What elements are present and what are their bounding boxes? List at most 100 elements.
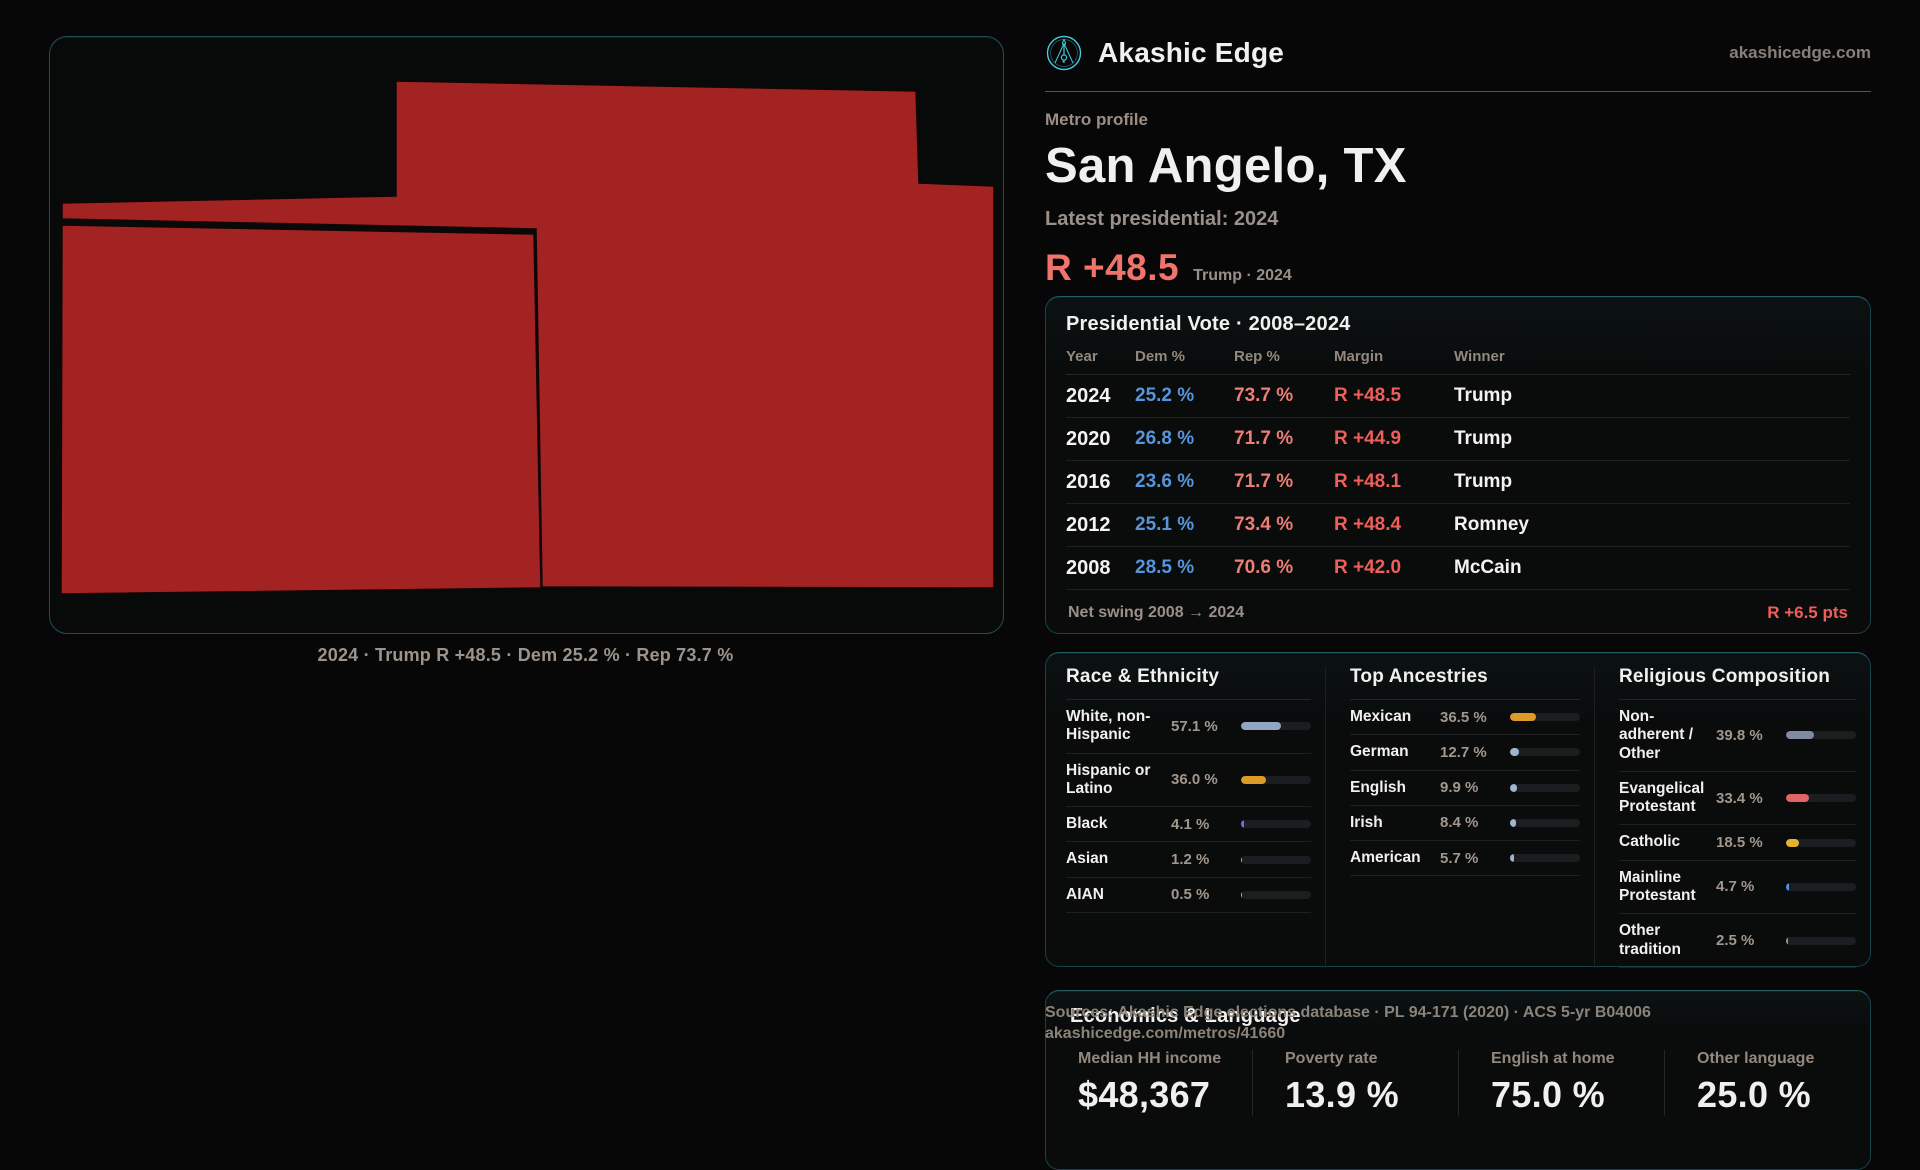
col-rep: Rep % xyxy=(1234,348,1280,365)
stat-bar xyxy=(1786,838,1856,847)
margin-cell: R +48.5 xyxy=(1334,385,1402,406)
winner-cell: McCain xyxy=(1454,557,1522,578)
col-margin: Margin xyxy=(1334,348,1384,365)
stat-bar xyxy=(1786,731,1856,740)
stat-value: 4.1 % xyxy=(1171,815,1210,833)
map-caption: 2024 · Trump R +48.5 · Dem 25.2 % · Rep … xyxy=(317,645,734,665)
stat-value: $48,367 xyxy=(1078,1074,1211,1115)
list-item: Catholic 18.5 % xyxy=(1619,825,1856,861)
list-item: Black 4.1 % xyxy=(1066,807,1311,843)
page-title: San Angelo, TX xyxy=(1045,139,1407,193)
stat-bar xyxy=(1241,775,1311,784)
metro-profile-page: { "brand": { "name": "Akashic Edge", "do… xyxy=(49,30,1871,1170)
list-item: German 12.7 % xyxy=(1350,735,1580,771)
economics-stats-row: Median HH income $48,367 Poverty rate 13… xyxy=(1046,1050,1870,1116)
rep-cell: 73.4 % xyxy=(1234,514,1294,535)
margin-cell: R +42.0 xyxy=(1334,557,1402,578)
net-swing-row: Net swing 2008 → 2024 R +6.5 pts xyxy=(1066,590,1850,623)
brand-row: Akashic Edge akashicedge.com xyxy=(1045,30,1871,75)
winner-cell: Trump xyxy=(1454,385,1513,406)
stat-label: White, non-Hispanic xyxy=(1066,708,1151,744)
margin-cell: R +44.9 xyxy=(1334,428,1402,449)
year-cell: 2008 xyxy=(1066,556,1111,579)
stat-value: 36.0 % xyxy=(1171,771,1218,789)
list-item: AIAN 0.5 % xyxy=(1066,878,1311,913)
section-divider xyxy=(1066,699,1311,700)
year-cell: 2016 xyxy=(1066,470,1111,493)
stat-label: American xyxy=(1350,849,1421,867)
dem-cell: 28.5 % xyxy=(1135,557,1195,578)
stat-value: 4.7 % xyxy=(1716,878,1755,896)
top-ancestries-section: Top Ancestries Mexican 36.5 % German 12.… xyxy=(1325,666,1594,968)
stat-cell: Poverty rate 13.9 % xyxy=(1252,1050,1458,1116)
religious-composition-section: Religious Composition Non-adherent / Oth… xyxy=(1594,666,1870,968)
stat-label: Black xyxy=(1066,815,1108,833)
stat-label: Poverty rate xyxy=(1285,1050,1378,1067)
winner-cell: Romney xyxy=(1454,514,1529,535)
stat-value: 9.9 % xyxy=(1440,779,1479,797)
list-item: Irish 8.4 % xyxy=(1350,806,1580,842)
stat-value: 1.2 % xyxy=(1171,851,1210,869)
stat-value: 13.9 % xyxy=(1285,1074,1399,1115)
stat-value: 36.5 % xyxy=(1440,708,1487,726)
section-title: Race & Ethnicity xyxy=(1066,666,1220,687)
year-cell: 2024 xyxy=(1066,384,1111,407)
dem-cell: 26.8 % xyxy=(1135,428,1195,449)
list-item: Mainline Protestant 4.7 % xyxy=(1619,861,1856,915)
stat-cell: Other language 25.0 % xyxy=(1664,1050,1870,1116)
table-row: 2024 25.2 % 73.7 % R +48.5 Trump xyxy=(1066,375,1850,418)
table-row: 2016 23.6 % 71.7 % R +48.1 Trump xyxy=(1066,461,1850,504)
stat-label: Irish xyxy=(1350,813,1383,831)
net-swing-value: R +6.5 pts xyxy=(1767,603,1848,622)
table-row: 2008 28.5 % 70.6 % R +42.0 McCain xyxy=(1066,547,1850,590)
list-item: Mexican 36.5 % xyxy=(1350,700,1580,736)
stat-bar xyxy=(1510,748,1580,757)
headline-margin-note: Trump · 2024 xyxy=(1193,267,1292,284)
stat-value: 12.7 % xyxy=(1440,743,1487,761)
stat-value: 39.8 % xyxy=(1716,726,1763,744)
stat-value: 8.4 % xyxy=(1440,814,1479,832)
table-row: 2020 26.8 % 71.7 % R +44.9 Trump xyxy=(1066,418,1850,461)
stat-label: Catholic xyxy=(1619,833,1681,851)
section-title: Top Ancestries xyxy=(1350,666,1488,687)
stat-cell: Median HH income $48,367 xyxy=(1046,1050,1252,1116)
stat-value: 0.5 % xyxy=(1171,886,1210,904)
dem-cell: 25.1 % xyxy=(1135,514,1195,535)
list-item: English 9.9 % xyxy=(1350,771,1580,806)
stat-value: 18.5 % xyxy=(1716,834,1763,852)
stat-value: 2.5 % xyxy=(1716,932,1755,950)
stat-value: 75.0 % xyxy=(1491,1074,1605,1115)
stat-label: Non-adherent / Other xyxy=(1619,708,1694,762)
rep-cell: 70.6 % xyxy=(1234,557,1294,578)
margin-cell: R +48.4 xyxy=(1334,514,1402,535)
list-item: White, non-Hispanic 57.1 % xyxy=(1066,700,1311,754)
page-kicker: Metro profile xyxy=(1045,110,1148,129)
col-year: Year xyxy=(1066,348,1098,365)
rep-cell: 73.7 % xyxy=(1234,385,1294,406)
list-item: Evangelical Protestant 33.4 % xyxy=(1619,772,1856,826)
stat-label: Mainline Protestant xyxy=(1619,868,1696,904)
stat-label: Evangelical Protestant xyxy=(1619,779,1705,816)
sources-url-link[interactable]: akashicedge.com/metros/41660 xyxy=(1045,1025,1286,1042)
headline-margin-value: R +48.5 xyxy=(1045,247,1180,288)
stat-bar xyxy=(1241,890,1311,899)
col-dem: Dem % xyxy=(1135,348,1186,365)
stat-cell: English at home 75.0 % xyxy=(1458,1050,1664,1116)
stat-label: German xyxy=(1350,743,1409,761)
brand-name: Akashic Edge xyxy=(1098,36,1285,68)
demographics-panel: Race & Ethnicity White, non-Hispanic 57.… xyxy=(1045,652,1871,968)
margin-cell: R +48.1 xyxy=(1334,471,1402,492)
brand-domain-link[interactable]: akashicedge.com xyxy=(1729,42,1871,62)
winner-cell: Trump xyxy=(1454,428,1513,449)
stat-value: 57.1 % xyxy=(1171,717,1218,735)
profile-header: Akashic Edge akashicedge.com Metro profi… xyxy=(1045,30,1871,289)
stat-bar xyxy=(1786,936,1856,945)
stat-bar xyxy=(1510,783,1580,792)
header-divider xyxy=(1045,91,1871,92)
section-divider xyxy=(1350,699,1580,700)
vote-panel-title: Presidential Vote · 2008–2024 xyxy=(1066,313,1351,335)
stat-bar xyxy=(1510,818,1580,827)
headline-margin-row: R +48.5 Trump · 2024 xyxy=(1045,247,1871,289)
rep-cell: 71.7 % xyxy=(1234,428,1294,449)
dem-cell: 25.2 % xyxy=(1135,385,1195,406)
